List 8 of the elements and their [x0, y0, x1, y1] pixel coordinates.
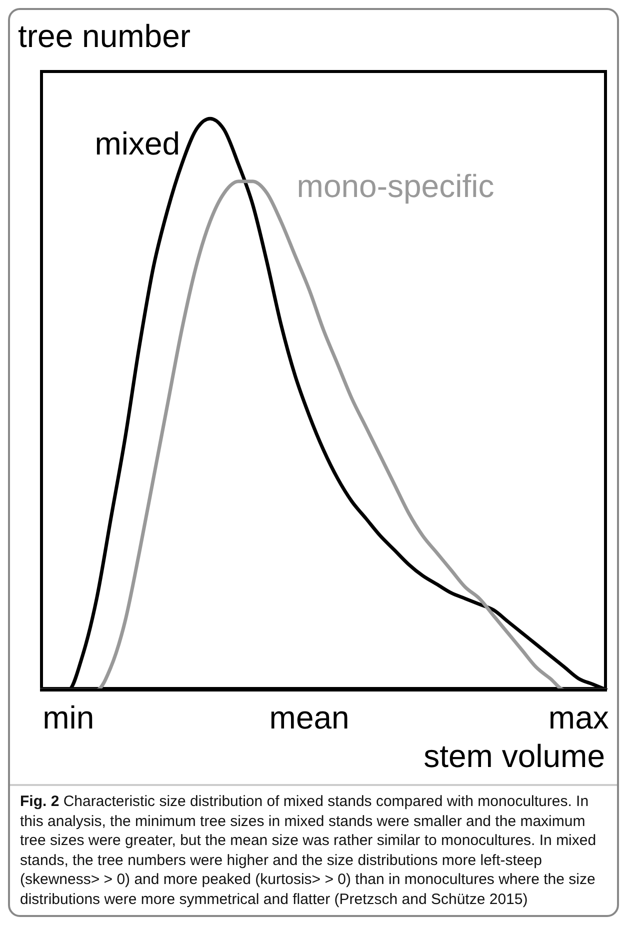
- x-axis-title: stem volume: [424, 738, 605, 775]
- series-label: mono-specific: [296, 168, 494, 204]
- series-label: mixed: [94, 126, 180, 162]
- x-tick-label: mean: [269, 700, 350, 736]
- x-tick-label: min: [42, 700, 94, 736]
- x-tick-label: max: [548, 700, 609, 736]
- caption: Fig. 2 Characteristic size distribution of mixed stands compared with monocultures. In this analysis, the minimum tree sizes in mixed stands were smaller and the maximum tree sizes were greater, but the mean size was rather similar to monocultures. In mixed stands, the tree numbers were higher and the size distributions more left-steep (skewness> > 0) and more peaked (kurtosis> > 0) than in monocultures where the size distributions were more symmetrical and flatter (Pretzsch and Schütze 2015): [10, 784, 617, 915]
- y-axis-title: tree number: [18, 18, 191, 55]
